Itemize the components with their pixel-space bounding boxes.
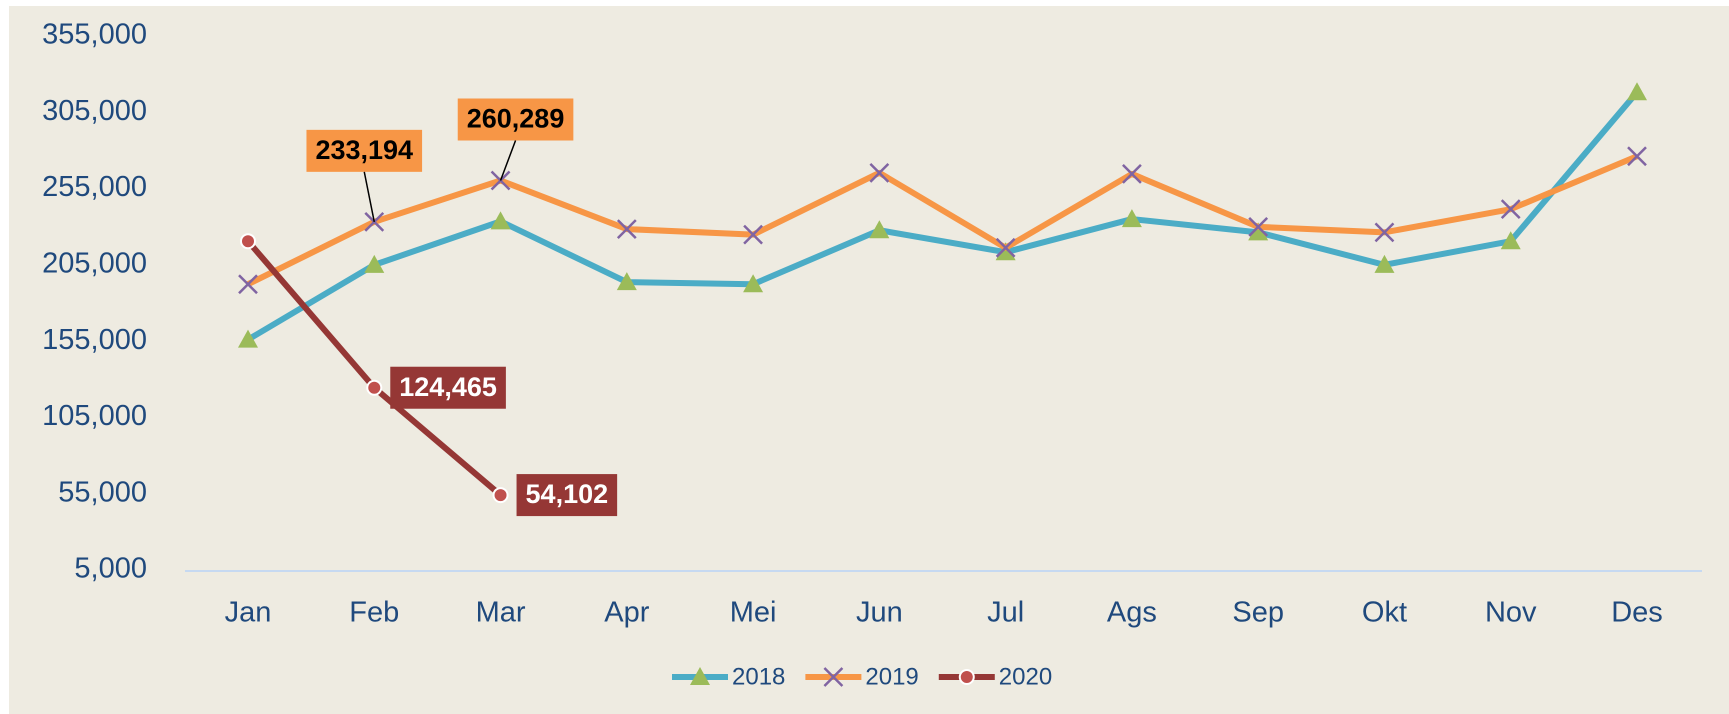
marker [490,211,511,230]
legend-label: 2018 [732,663,785,690]
x-tick-label: Nov [1485,597,1537,629]
marker [1627,82,1647,101]
marker [616,219,637,239]
label-box [306,129,423,172]
marker [869,220,890,239]
marker [743,274,764,293]
x-tick-label: Okt [1362,597,1407,629]
marker [366,379,383,396]
marker [490,170,511,191]
label-box [516,474,618,517]
marker [995,242,1016,261]
data-label: 124,465 [390,366,506,409]
marker [690,667,710,685]
marker [1374,222,1395,243]
marker [743,224,763,245]
label-box [457,98,574,141]
marker [995,237,1016,258]
marker [1374,254,1395,273]
x-tick-label: Mei [730,597,777,629]
data-label-text: 124,465 [399,372,497,402]
chart-background [9,6,1729,714]
x-tick-label: Mar [476,597,526,629]
y-tick-label: 205,000 [42,248,147,280]
series-line [246,90,1640,343]
y-tick-label: 255,000 [42,171,147,203]
data-label-text: 54,102 [526,479,609,509]
legend-label: 2019 [865,663,918,690]
y-tick-label: 305,000 [42,95,147,127]
y-tick-label: 155,000 [42,324,147,356]
x-tick-label: Jun [856,597,903,629]
data-label: 54,102 [516,474,618,517]
data-label-text: 260,289 [467,104,565,134]
marker [238,274,258,295]
leader-line [499,140,517,181]
y-tick-label: 105,000 [42,400,147,432]
y-tick-label: 5,000 [74,553,147,585]
x-tick-label: Apr [604,597,649,629]
marker [616,272,637,291]
y-tick-label: 55,000 [58,476,147,508]
x-tick-label: Jul [987,597,1024,629]
series-line [246,153,1639,287]
marker [364,254,385,273]
marker [1248,216,1269,237]
data-label-text: 233,194 [315,135,413,165]
marker [869,162,890,183]
x-tick-label: Jan [225,597,272,629]
marker [1500,199,1521,220]
marker [240,233,256,250]
marker [1122,164,1142,184]
x-tick-label: Des [1611,597,1663,629]
x-tick-label: Ags [1107,597,1157,629]
y-tick-label: 355,000 [42,19,147,51]
marker [1248,222,1269,241]
legend-label: 2020 [999,663,1052,690]
data-label: 233,194 [306,129,423,222]
marker [823,667,844,687]
marker [1500,231,1521,250]
data-label: 260,289 [457,98,574,181]
marker [238,329,258,348]
x-tick-label: Sep [1232,597,1284,629]
marker [1627,146,1647,167]
label-box [390,366,506,409]
leader-line [363,171,376,222]
x-tick-label: Feb [349,597,399,629]
marker [958,669,975,685]
marker [1121,209,1142,228]
marker [492,487,509,504]
